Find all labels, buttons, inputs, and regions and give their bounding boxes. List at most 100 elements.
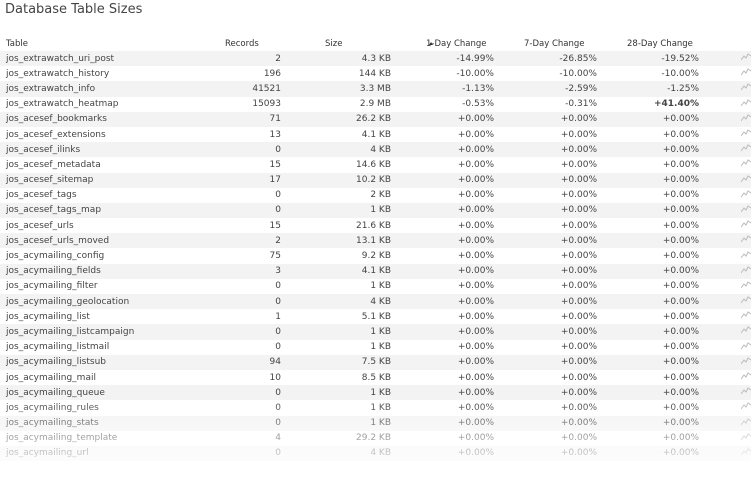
sparkline-icon[interactable] xyxy=(741,372,751,380)
sparkline-cell[interactable] xyxy=(699,278,751,294)
table-row[interactable]: jos_acymailing_fields 3 4.1 KB +0.00% +0.00%… xyxy=(0,263,751,279)
size-cell: 4 KB xyxy=(281,294,391,310)
table-row[interactable]: jos_acesef_urls_moved 2 13.1 KB +0.00% +0.00… xyxy=(0,233,751,249)
sparkline-icon[interactable] xyxy=(741,433,751,441)
sparkline-cell[interactable] xyxy=(699,126,751,143)
table-row[interactable]: jos_extrawatch_history 196 144 KB -10.00% -1… xyxy=(0,66,751,82)
column-header-table[interactable]: Table xyxy=(6,39,28,49)
table-row[interactable]: jos_acesef_metadata 15 14.6 KB +0.00% +0.00%… xyxy=(0,157,751,173)
sparkline-icon[interactable] xyxy=(741,326,751,334)
sparkline-icon[interactable] xyxy=(741,235,751,243)
table-row[interactable]: jos_acymailing_filter 0 1 KB +0.00% +0.00% +0… xyxy=(0,278,751,294)
sparkline-icon[interactable] xyxy=(741,174,751,183)
sparkline-icon[interactable] xyxy=(741,159,751,167)
sparkline-cell[interactable] xyxy=(699,172,751,188)
sparkline-icon[interactable] xyxy=(741,417,751,426)
sparkline-cell[interactable] xyxy=(699,339,751,355)
sparkline-cell[interactable] xyxy=(699,111,751,127)
sparkline-cell[interactable] xyxy=(699,157,751,173)
table-row[interactable]: jos_acesef_ilinks 0 4 KB +0.00% +0.00% +0.00% xyxy=(0,142,751,158)
seven-day-change-cell: -0.31% xyxy=(494,96,597,112)
table-row[interactable]: jos_acymailing_stats 0 1 KB +0.00% +0.00% +0.… xyxy=(0,415,751,431)
sparkline-icon[interactable] xyxy=(741,357,751,365)
sparkline-icon[interactable] xyxy=(741,281,751,289)
sparkline-cell[interactable] xyxy=(699,324,751,340)
one-day-change-cell: +0.00% xyxy=(391,263,494,279)
table-row[interactable]: jos_acesef_tags_map 0 1 KB +0.00% +0.00% +0.0… xyxy=(0,202,751,219)
table-row[interactable]: jos_acymailing_config 75 9.2 KB +0.00% +0.00… xyxy=(0,248,751,264)
table-name-cell: jos_acymailing_filter xyxy=(0,278,202,294)
sparkline-icon[interactable] xyxy=(741,83,751,91)
table-row[interactable]: jos_acymailing_rules 0 1 KB +0.00% +0.00% +0.… xyxy=(0,400,751,416)
sparkline-cell[interactable] xyxy=(699,248,751,264)
one-day-change-cell: -1.13% xyxy=(391,81,494,97)
sparkline-icon[interactable] xyxy=(741,311,751,319)
sparkline-cell[interactable] xyxy=(699,263,751,279)
sparkline-icon[interactable] xyxy=(741,341,751,350)
sparkline-icon[interactable] xyxy=(741,129,751,137)
sparkline-cell[interactable] xyxy=(699,354,751,370)
sparkline-icon[interactable] xyxy=(741,265,751,274)
sparkline-cell[interactable] xyxy=(699,142,751,158)
sparkline-icon[interactable] xyxy=(741,448,751,456)
sparkline-cell[interactable] xyxy=(699,294,751,310)
twenty-eight-day-change-cell: +0.00% xyxy=(597,415,699,431)
sparkline-icon[interactable] xyxy=(741,98,751,107)
table-row[interactable]: jos_acesef_bookmarks 71 26.2 KB +0.00% +0.00… xyxy=(0,111,751,127)
sparkline-cell[interactable] xyxy=(699,187,751,203)
sparkline-icon[interactable] xyxy=(741,250,751,259)
records-cell: 4 xyxy=(202,430,281,446)
sparkline-icon[interactable] xyxy=(741,114,751,122)
sparkline-cell[interactable] xyxy=(699,369,751,386)
table-row[interactable]: jos_acymailing_listsub 94 7.5 KB +0.00% +0.0… xyxy=(0,354,751,370)
table-row[interactable]: jos_acesef_urls 15 21.6 KB +0.00% +0.00% +0.0… xyxy=(0,218,751,234)
column-header-records[interactable]: Records xyxy=(225,39,259,49)
table-row[interactable]: jos_acymailing_listcampaign 0 1 KB +0.00% +0… xyxy=(0,324,751,340)
sparkline-cell[interactable] xyxy=(699,81,751,97)
sparkline-icon[interactable] xyxy=(741,220,751,228)
one-day-change-cell: +0.00% xyxy=(391,445,494,462)
table-row[interactable]: jos_acymailing_geolocation 0 4 KB +0.00% +0.… xyxy=(0,294,751,310)
sparkline-cell[interactable] xyxy=(699,218,751,234)
records-cell: 2 xyxy=(202,233,281,249)
sparkline-icon[interactable] xyxy=(741,296,751,304)
sparkline-cell[interactable] xyxy=(699,430,751,446)
table-row[interactable]: jos_extrawatch_info 41521 3.3 MB -1.13% -2.5… xyxy=(0,81,751,97)
sparkline-cell[interactable] xyxy=(699,445,751,462)
table-row[interactable]: jos_acymailing_queue 0 1 KB +0.00% +0.00% +0.… xyxy=(0,385,751,401)
table-row[interactable]: jos_acymailing_list 1 5.1 KB +0.00% +0.00% +0… xyxy=(0,309,751,325)
sparkline-cell[interactable] xyxy=(699,415,751,431)
table-row[interactable]: jos_acesef_tags 0 2 KB +0.00% +0.00% +0.00% xyxy=(0,187,751,203)
sparkline-icon[interactable] xyxy=(741,68,751,76)
sparkline-icon[interactable] xyxy=(741,205,751,213)
table-row[interactable]: jos_acymailing_mail 10 8.5 KB +0.00% +0.00% +… xyxy=(0,369,751,386)
table-row[interactable]: jos_extrawatch_heatmap 15093 2.9 MB -0.53% -… xyxy=(0,96,751,112)
sparkline-cell[interactable] xyxy=(699,385,751,401)
sparkline-icon[interactable] xyxy=(741,190,751,198)
table-name-cell: jos_acymailing_config xyxy=(0,248,202,264)
sparkline-cell[interactable] xyxy=(699,51,751,67)
table-row[interactable]: jos_acymailing_url 0 4 KB +0.00% +0.00% +0.00… xyxy=(0,445,751,462)
sparkline-cell[interactable] xyxy=(699,66,751,82)
sparkline-icon[interactable] xyxy=(741,144,751,152)
sparkline-cell[interactable] xyxy=(699,202,751,219)
size-cell: 1 KB xyxy=(281,202,391,219)
sparkline-icon[interactable] xyxy=(741,53,751,61)
column-header-28-day-change[interactable]: 28-Day Change xyxy=(627,39,693,49)
table-row[interactable]: jos_acesef_extensions 13 4.1 KB +0.00% +0.00… xyxy=(0,126,751,143)
sparkline-icon[interactable] xyxy=(741,402,751,410)
sparkline-cell[interactable] xyxy=(699,400,751,416)
table-row[interactable]: jos_extrawatch_uri_post 2 4.3 KB -14.99% -26… xyxy=(0,51,751,67)
sparkline-cell[interactable] xyxy=(699,309,751,325)
table-row[interactable]: jos_acesef_sitemap 17 10.2 KB +0.00% +0.00% +… xyxy=(0,172,751,188)
column-header-size[interactable]: Size xyxy=(325,39,343,49)
size-cell: 1 KB xyxy=(281,415,391,431)
table-row[interactable]: jos_acymailing_template 4 29.2 KB +0.00% +0.… xyxy=(0,430,751,446)
sparkline-cell[interactable] xyxy=(699,96,751,112)
sparkline-cell[interactable] xyxy=(699,233,751,249)
table-row[interactable]: jos_acymailing_listmail 0 1 KB +0.00% +0.00%… xyxy=(0,339,751,355)
column-header-7-day-change[interactable]: 7-Day Change xyxy=(524,39,585,49)
table-name-cell: jos_extrawatch_heatmap xyxy=(0,96,202,112)
sparkline-icon[interactable] xyxy=(741,387,751,395)
column-header-1-day-change[interactable]: 1-Day Change xyxy=(391,37,494,51)
